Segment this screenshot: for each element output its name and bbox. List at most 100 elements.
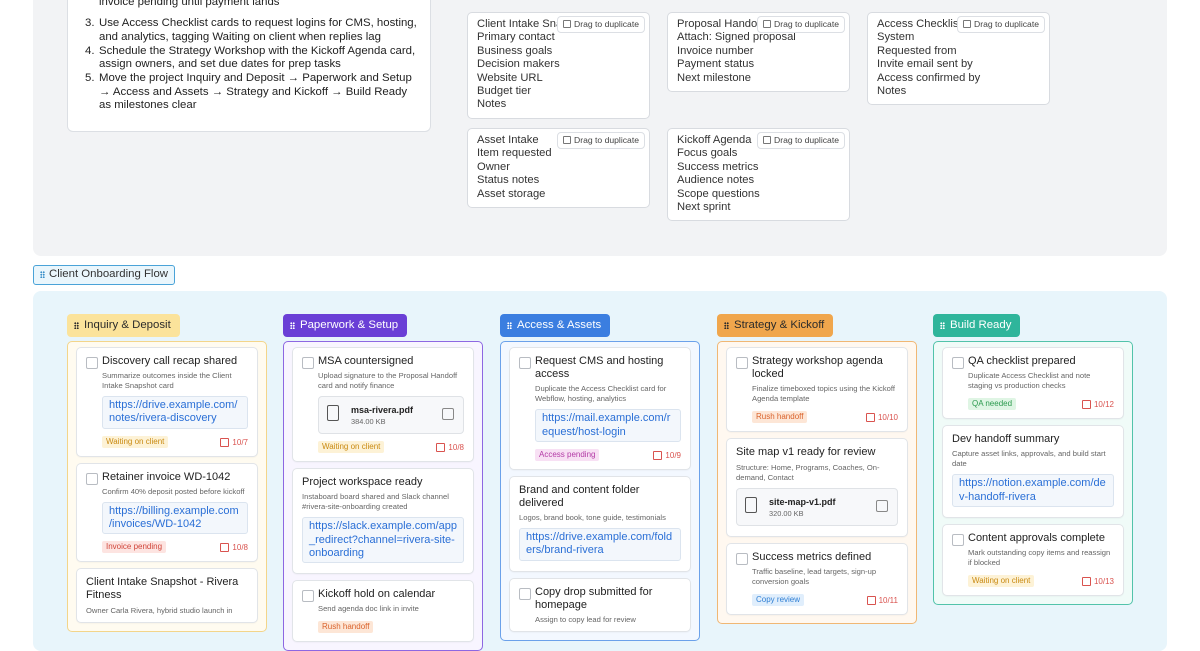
checkbox[interactable] [736,357,748,369]
task-card[interactable]: Brand and content folder delivered Logos,… [509,475,691,572]
task-card[interactable]: Retainer invoice WD-1042 Confirm 40% depo… [76,462,258,563]
task-description: Owner Carla Rivera, hybrid studio launch… [86,605,233,615]
template-field: Item requested [477,147,552,160]
task-title-row: QA checklist prepared [952,355,1114,369]
task-link[interactable]: https://billing.example.com/invoices/WD-… [102,501,248,535]
task-link[interactable]: https://drive.example.com/folders/brand-… [519,528,681,561]
step-text: Use Access Checklist cards to request lo… [99,17,417,43]
task-card[interactable]: Project workspace ready Instaboard board … [292,468,474,575]
task-title: Dev handoff summary [952,433,1060,446]
task-title: MSA countersigned [318,355,414,367]
grip-icon [724,322,729,329]
template-title: Kickoff Agenda [677,134,752,146]
grip-icon [940,322,945,329]
template-field: Requested from [877,44,957,57]
instruction-step: 5. Move the project Inquiry and Deposit →… [85,72,420,113]
checkbox[interactable] [86,472,98,485]
template-card[interactable]: Client Intake Snapshot Primary contact Bus… [467,12,650,119]
instructions-card: invoice pending until payment lands 3. Us… [67,0,431,132]
drag-badge[interactable]: Drag to duplicate [557,16,645,33]
checkbox[interactable] [302,357,314,369]
task-card[interactable]: Content approvals complete Mark outstandi… [942,523,1124,597]
file-name: site-map-v1.pdf [769,496,836,507]
checkbox[interactable] [302,590,314,603]
task-description: Duplicate the Access Checklist card for … [535,384,667,404]
column-header[interactable]: Strategy & Kickoff [717,314,834,337]
column-header[interactable]: Inquiry & Deposit [67,314,180,337]
task-title: Kickoff hold on calendar [318,588,436,601]
task-title: Success metrics defined [752,550,872,563]
task-card[interactable]: Success metrics defined Traffic baseline,… [726,542,908,615]
task-card[interactable]: Request CMS and hosting access Duplicate … [509,347,691,470]
instruction-step: 3. Use Access Checklist cards to request … [85,17,420,44]
template-card[interactable]: Asset Intake Item requested Owner Status no… [467,128,650,209]
due-date: 10/10 [865,412,898,423]
template-card[interactable]: Proposal Handoff Attach: Signed proposal I… [667,12,850,93]
task-card[interactable]: MSA countersigned Upload signature to the… [292,347,474,463]
task-card[interactable]: Dev handoff summary Capture asset links, … [942,425,1124,518]
column-title: Build Ready [950,319,1012,331]
checkbox[interactable] [952,533,964,546]
checkbox[interactable] [519,587,531,600]
task-card[interactable]: QA checklist prepared Duplicate Access Ch… [942,347,1124,420]
drag-badge[interactable]: Drag to duplicate [757,132,845,149]
template-field: Success metrics [677,160,759,173]
status-tag: Rush handoff [752,411,808,424]
template-field: Payment status [677,58,755,71]
checkbox[interactable] [952,357,964,369]
task-link[interactable]: https://notion.example.com/dev-handoff-r… [952,474,1114,507]
status-tag: Invoice pending [102,541,167,554]
task-card[interactable]: Client Intake Snapshot - Rivera Fitness O… [76,568,258,623]
step-text: Move the project Inquiry and Deposit → P… [99,72,412,112]
drag-badge[interactable]: Drag to duplicate [957,16,1045,33]
column-header[interactable]: Paperwork & Setup [283,314,408,337]
status-tag: Access pending [535,448,600,461]
template-field: Website URL [477,71,543,84]
status-tag: Waiting on client [102,435,169,448]
drag-badge[interactable]: Drag to duplicate [757,16,845,33]
open-icon[interactable] [876,499,888,512]
task-title-row: Content approvals complete [952,532,1114,546]
task-description: Confirm 40% deposit posted before kickof… [102,486,245,496]
task-footer: Copy review 10/11 [752,593,898,608]
due-date: 10/11 [866,595,898,606]
task-description: Send agenda doc link in invite [318,604,419,614]
grip-icon [40,271,45,278]
template-card[interactable]: Kickoff Agenda Focus goals Success metrics… [667,128,850,222]
task-title-row: Site map v1 ready for review [736,446,898,459]
attachment[interactable]: site-map-v1.pdf 320.00 KB [736,487,898,526]
task-card[interactable]: Site map v1 ready for review Structure: H… [726,438,908,537]
column-header[interactable]: Access & Assets [500,314,611,337]
drag-badge[interactable]: Drag to duplicate [557,132,645,149]
task-card[interactable]: Copy drop submitted for homepage Assign t… [509,577,691,633]
task-title: Brand and content folder delivered [519,483,640,510]
checkbox[interactable] [86,357,98,369]
task-title: Copy drop submitted for homepage [535,585,653,611]
attachment[interactable]: msa-rivera.pdf 384.00 KB [318,396,464,435]
column: QA checklist prepared Duplicate Access Ch… [933,341,1133,606]
template-field: Decision makers [477,58,560,71]
checkbox[interactable] [519,357,531,369]
task-title-row: MSA countersigned [302,355,464,369]
column-header[interactable]: Build Ready [933,314,1021,337]
task-card[interactable]: Kickoff hold on calendar Send agenda doc … [292,580,474,643]
template-field: Invite email sent by [877,58,973,71]
task-description: Upload signature to the Proposal Handoff… [318,371,458,391]
task-link[interactable]: https://slack.example.com/app_redirect?c… [302,517,464,564]
template-title: Proposal Handoff [677,18,764,30]
checkbox[interactable] [736,552,748,565]
task-title: Site map v1 ready for review [736,446,876,459]
task-card[interactable]: Strategy workshop agenda locked Finalize … [726,347,908,433]
open-icon[interactable] [442,408,454,421]
task-card[interactable]: Discovery call recap shared Summarize out… [76,347,258,457]
file-icon [745,496,757,513]
task-link[interactable]: https://drive.example.com/notes/rivera-d… [102,396,248,429]
task-description: Capture asset links, approvals, and buil… [952,449,1106,469]
instruction-fragment: invoice pending until payment lands [99,0,280,8]
template-card[interactable]: Access Checklist System Requested from Invi… [867,12,1050,106]
column-title: Paperwork & Setup [300,319,399,331]
task-title-row: Dev handoff summary [952,433,1114,446]
template-title: Access Checklist [877,18,962,30]
task-link[interactable]: https://mail.example.com/request/host-lo… [535,409,681,442]
board-label[interactable]: Client Onboarding Flow [33,265,176,285]
